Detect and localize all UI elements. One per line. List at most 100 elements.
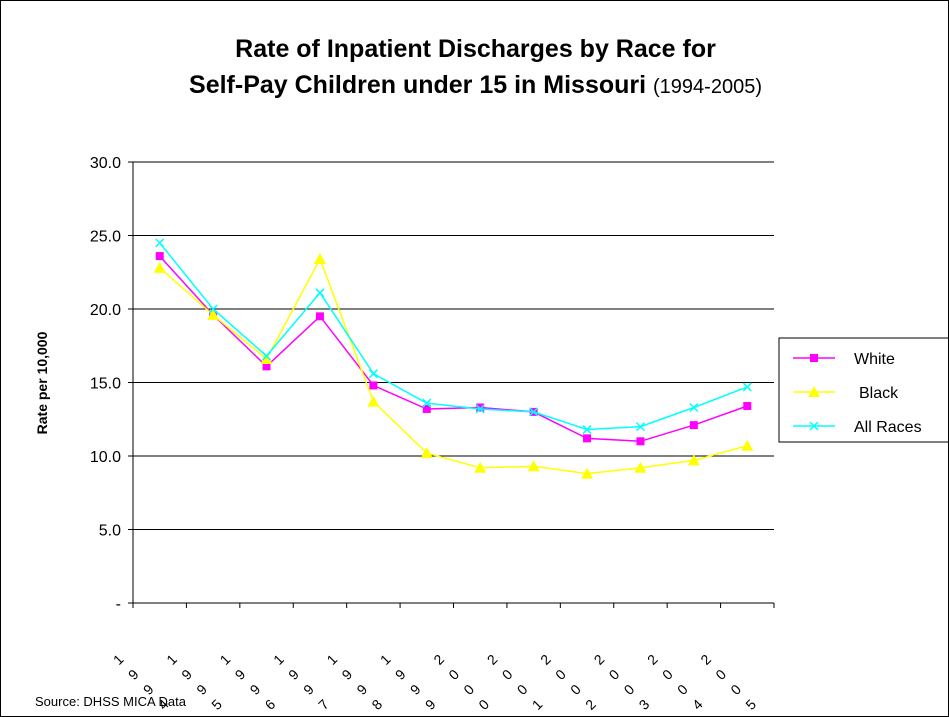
data-point [476,403,485,412]
y-axis-label: Rate per 10,000 [34,331,50,434]
svg-text:2: 2 [430,651,447,668]
svg-text:9: 9 [422,696,439,713]
y-tick-label: 5.0 [99,523,121,540]
legend-item: All Races [793,419,922,436]
data-point [315,312,324,321]
svg-text:9: 9 [125,666,142,683]
chart-title: Rate of Inpatient Discharges by Race for… [1,31,948,105]
series-line [159,242,748,431]
svg-text:2: 2 [537,651,554,668]
svg-text:2: 2 [644,651,661,668]
series-all-races [155,238,752,435]
data-point [529,407,539,417]
svg-text:9: 9 [232,666,249,683]
data-point [155,238,165,248]
legend-item: White [793,351,895,368]
y-tick-label: 30.0 [90,155,121,172]
source-note: Source: DHSS MICA Data [35,694,186,709]
svg-text:9: 9 [285,666,302,683]
data-point [422,404,431,413]
title-line-2: Self-Pay Children under 15 in Missouri (… [1,67,948,105]
y-tick-label: 15.0 [90,376,121,393]
data-point [689,402,699,413]
title-line-1: Rate of Inpatient Discharges by Race for [235,35,716,63]
data-point [315,288,325,298]
data-point [581,467,594,479]
svg-text:9: 9 [247,681,264,698]
svg-text:1: 1 [270,651,287,668]
data-point [636,437,645,446]
data-point [582,425,592,435]
data-point [741,439,754,451]
svg-text:5: 5 [742,696,759,713]
data-point [689,421,698,430]
svg-text:1: 1 [323,651,340,668]
legend-label: White [854,351,895,368]
data-point [262,351,272,361]
svg-text:9: 9 [407,681,424,698]
svg-text:0: 0 [552,666,569,683]
data-point [634,461,647,473]
svg-text:0: 0 [712,666,729,683]
data-point [422,398,432,408]
y-tick-labels: 30.0 25.0 20.0 15.0 10.0 5.0 - [90,155,121,613]
series-line [159,255,748,443]
svg-text:9: 9 [193,681,210,698]
svg-text:2: 2 [591,651,608,668]
svg-text:9: 9 [300,681,317,698]
y-tick-label: 25.0 [90,229,121,246]
svg-text:0: 0 [514,681,531,698]
data-point [527,460,540,472]
svg-text:0: 0 [674,681,691,698]
legend-swatch-marker [809,421,819,431]
gridlines [133,161,774,530]
legend-box [778,337,948,443]
svg-text:1: 1 [377,651,394,668]
data-point [367,395,380,407]
svg-text:2: 2 [697,651,714,668]
data-point [208,304,218,314]
svg-text:2: 2 [484,651,501,668]
data-point [369,381,378,390]
data-point [420,447,433,459]
data-point [260,352,273,364]
svg-text:3: 3 [636,696,653,713]
data-point [475,404,485,414]
x-tick-labels: 1994199519961997199819992000200120022003… [110,651,760,713]
svg-text:2: 2 [582,696,599,713]
svg-text:0: 0 [606,666,623,683]
svg-text:1: 1 [217,651,234,668]
legend: White Black All Races [778,337,948,443]
y-tick-label: 10.0 [90,449,121,466]
data-point [742,382,752,392]
data-point [583,434,592,443]
svg-text:0: 0 [475,696,492,713]
legend-swatch-marker [808,386,820,397]
svg-text:0: 0 [659,666,676,683]
data-point [474,461,487,473]
y-tick-label: 20.0 [90,302,121,319]
legend-label: All Races [854,419,922,436]
series-white [155,252,752,446]
svg-text:0: 0 [499,666,516,683]
svg-text:0: 0 [567,681,584,698]
legend-label: Black [859,385,899,402]
svg-text:0: 0 [727,681,744,698]
axes [128,161,775,608]
data-point [207,308,220,320]
svg-text:1: 1 [110,651,127,668]
title-line-2-main: Self-Pay Children under 15 in Missouri [189,71,647,99]
data-point [313,253,326,265]
data-point [743,402,752,411]
x-tick-label: 2005 [697,651,759,713]
